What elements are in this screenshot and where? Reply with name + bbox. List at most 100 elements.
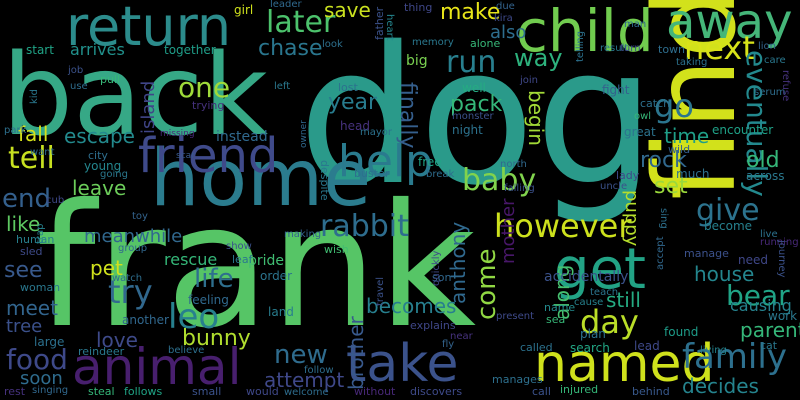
word-name: name [544, 301, 576, 314]
word-watch: watch [112, 273, 143, 284]
word-behind: behind [632, 385, 670, 398]
word-take: take [346, 334, 459, 394]
word-arrives: arrives [70, 40, 125, 59]
word-decides: decides [682, 374, 759, 398]
word-another: another [122, 313, 169, 327]
word-house: house [694, 262, 755, 286]
word-north: north [500, 159, 527, 170]
word-owner: owner [299, 120, 309, 148]
word-steal: steal [88, 385, 115, 398]
word-due: due [496, 1, 515, 12]
word-time: time [664, 124, 710, 148]
word-night: night [452, 123, 483, 137]
word-like: like [6, 212, 41, 236]
word-large: large [34, 335, 65, 349]
word-begin: begin [524, 90, 548, 146]
word-land: land [268, 305, 294, 319]
word-becomes: becomes [366, 294, 457, 318]
word-meet: meet [6, 296, 58, 320]
word-toy: toy [132, 211, 148, 222]
word-tree: tree [6, 316, 43, 337]
word-cat: cat [760, 339, 778, 352]
word-leave: leave [72, 176, 127, 200]
word-come: come [472, 248, 502, 320]
word-pride: pride [248, 253, 285, 269]
word-help: help [338, 136, 434, 187]
word-refuse: refuse [780, 70, 791, 102]
word-break: break [426, 169, 455, 180]
word-still: still [606, 288, 641, 312]
word-together: together [164, 43, 216, 57]
word-run: run [446, 45, 497, 80]
word-chase: chase [258, 36, 323, 61]
word-accept: accept [655, 236, 666, 270]
word-follow: follow [304, 365, 334, 376]
word-son: son [432, 271, 452, 284]
word-also: also [490, 22, 527, 43]
word-discovers: discovers [410, 385, 463, 398]
word-head: head [340, 119, 370, 133]
word-live: live [760, 229, 778, 240]
word-turn: turn [620, 43, 641, 54]
word-trying: trying [192, 99, 225, 112]
word-fight: fight [602, 83, 630, 97]
word-without: without [354, 385, 396, 398]
word-going: going [100, 169, 128, 180]
word-call: call [532, 385, 551, 398]
word-found: found [664, 325, 699, 339]
word-cause: cause [574, 297, 604, 308]
word-called: called [520, 341, 553, 354]
word-make: make [440, 0, 501, 25]
word-telling: telling [575, 30, 586, 62]
word-frank: frank [36, 168, 477, 366]
word-monster: monster [452, 111, 494, 122]
word-manage: manage [684, 247, 729, 260]
word-rabbit: rabbit [320, 209, 409, 244]
word-away: away [666, 0, 793, 50]
word-man: man [624, 19, 647, 30]
word-island: island [138, 80, 159, 134]
word-lion: lion [758, 41, 777, 52]
word-kira: kira [494, 13, 513, 24]
word-buster: buster [354, 167, 390, 180]
word-young: young [84, 159, 122, 173]
word-old: old [746, 148, 780, 173]
word-join: join [520, 75, 539, 86]
word-singing: singing [32, 385, 69, 396]
word-girl: girl [234, 3, 254, 17]
word-get: get [554, 237, 646, 302]
word-owl: owl [634, 111, 652, 122]
word-woman: woman [20, 281, 61, 294]
word-memory: memory [412, 37, 454, 48]
word-look: look [322, 39, 343, 50]
word-travel: travel [375, 276, 386, 306]
word-causing: causing [730, 296, 792, 315]
word-return: return [66, 0, 232, 58]
word-friend: friend [138, 128, 279, 184]
word-care: care [764, 55, 786, 66]
word-show: show [226, 241, 252, 252]
word-quickly: quickly [431, 250, 442, 286]
word-reindeer: reindeer [78, 345, 125, 358]
word-running: running [760, 237, 799, 248]
word-serum: serum [754, 87, 786, 98]
word-falling: falling [504, 183, 535, 194]
word-sled: sled [20, 245, 43, 258]
word-mayor: mayor [360, 127, 393, 138]
word-new: new [274, 340, 328, 370]
word-taking: taking [676, 57, 708, 68]
word-cub: cub [46, 195, 65, 206]
word-lost: lost [338, 81, 358, 94]
word-great: great [624, 125, 656, 139]
word-group: group [118, 243, 148, 254]
word-lead: lead [634, 339, 660, 353]
word-sea: sea [546, 313, 566, 326]
word-fall: fall [18, 122, 49, 146]
word-explains: explains [410, 319, 456, 332]
word-much: much [676, 167, 710, 181]
word-end: end [2, 184, 51, 214]
word-follows: follows [124, 385, 163, 398]
word-year: year [328, 90, 378, 115]
word-anthony: anthony [446, 221, 470, 304]
word-life: life [194, 264, 234, 294]
